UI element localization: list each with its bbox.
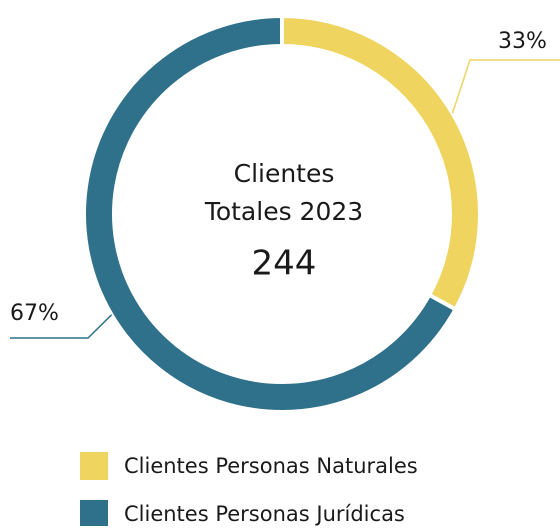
legend-label: Clientes Personas Jurídicas — [124, 502, 405, 526]
legend-label: Clientes Personas Naturales — [124, 454, 418, 478]
legend-swatch — [80, 500, 108, 528]
leader-line — [10, 314, 113, 339]
legend-swatch — [80, 452, 108, 480]
value-label: 33% — [498, 29, 547, 54]
leader-line — [451, 59, 560, 114]
center-total: 244 — [252, 244, 317, 284]
pie-segment — [82, 13, 459, 414]
center-title: Totales 2023 — [204, 197, 363, 226]
value-label: 67% — [10, 301, 59, 326]
center-title: Clientes — [234, 159, 335, 188]
